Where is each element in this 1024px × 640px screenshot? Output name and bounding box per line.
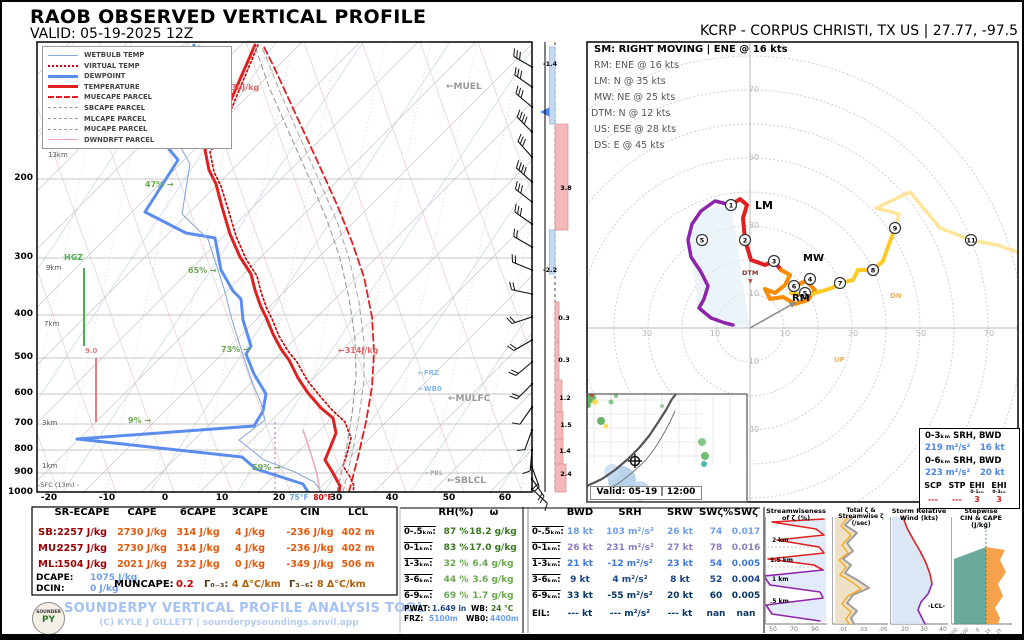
virtual-temp (209, 44, 355, 492)
svg-text:10: 10 (780, 329, 790, 338)
svg-text:20: 20 (901, 626, 909, 633)
height-marker (724, 198, 738, 212)
svg-text:2.4: 2.4 (560, 470, 572, 478)
temperature (203, 43, 342, 492)
svg-text:30: 30 (920, 626, 928, 633)
svg-text:30: 30 (749, 425, 759, 434)
svg-text:9: 9 (893, 224, 898, 232)
dwndrft-parcel (302, 429, 321, 492)
height-marker (787, 279, 801, 293)
svg-text:30: 30 (848, 329, 858, 338)
svg-text:6: 6 (792, 282, 797, 290)
svg-text:0: 0 (975, 627, 981, 633)
frames (31, 41, 1019, 633)
svg-text:8: 8 (871, 266, 876, 274)
svg-text:4: 4 (808, 275, 813, 283)
svg-text:50: 50 (916, 329, 926, 338)
sounderpy-logo: SOUNDER PY (32, 602, 65, 635)
svg-text:-100: -100 (958, 627, 970, 639)
svg-text:1.2: 1.2 (559, 394, 571, 402)
svg-text:5: 5 (803, 289, 808, 297)
height-marker (803, 272, 817, 286)
omega-strip: -1.4 3.8 -2.2 0.3 0.3 1.2 1.5 1.4 2.4 (543, 42, 572, 493)
mlcape-parcel (252, 44, 357, 492)
9km-up-pale (874, 190, 1018, 254)
logo-text-bottom: PY (41, 614, 56, 625)
svg-text:0.3: 0.3 (558, 356, 570, 364)
svg-text:1: 1 (729, 201, 734, 209)
svg-text:-200: -200 (947, 627, 959, 639)
height-marker (695, 233, 709, 247)
svg-text:70: 70 (749, 85, 759, 94)
muecape-parcel (262, 44, 375, 492)
svg-text:-1.4: -1.4 (543, 60, 558, 68)
svg-text:10: 10 (749, 357, 759, 366)
svg-text:1k: 1k (984, 627, 993, 636)
height-marker (866, 263, 880, 277)
svg-text:70: 70 (790, 626, 798, 633)
svg-text:.03: .03 (859, 627, 868, 633)
height-marker (888, 221, 902, 235)
svg-text:10: 10 (749, 289, 759, 298)
svg-text:50: 50 (749, 153, 759, 162)
svg-text:50: 50 (769, 626, 777, 633)
svg-text:2: 2 (743, 236, 748, 244)
svg-text:-2.2: -2.2 (543, 266, 557, 274)
svg-text:10: 10 (710, 329, 720, 338)
skewt-traces (75, 43, 375, 492)
svg-text:.05: .05 (879, 627, 888, 633)
inset-radar-map (587, 394, 747, 502)
6-9km-gold (789, 226, 897, 298)
svg-text:3.8: 3.8 (560, 184, 572, 192)
svg-text:2k: 2k (995, 627, 1004, 636)
svg-text:30: 30 (642, 329, 652, 338)
height-marker (833, 276, 847, 290)
dewpoint (75, 43, 310, 492)
svg-text:11: 11 (966, 236, 976, 244)
logo-text-top: SOUNDER (36, 610, 61, 615)
height-marker (767, 254, 781, 268)
svg-text:30: 30 (749, 221, 759, 230)
skewt-background-grid (37, 42, 532, 492)
svg-text:0.3: 0.3 (558, 314, 570, 322)
figure-bottom-border (2, 634, 1022, 638)
svg-text:.01: .01 (839, 627, 848, 633)
svg-text:3: 3 (772, 257, 777, 265)
svg-text:1.5: 1.5 (560, 421, 572, 429)
svg-text:90: 90 (811, 626, 819, 633)
svg-text:7: 7 (838, 279, 843, 287)
svg-text:70: 70 (984, 329, 994, 338)
height-marker (798, 286, 812, 300)
svg-text:40: 40 (939, 626, 947, 633)
svg-text:1.4: 1.4 (559, 447, 571, 455)
svg-text:5: 5 (700, 236, 705, 244)
height-marker (738, 233, 752, 247)
sbcape-parcel (260, 44, 365, 492)
sfc-1km-purple (686, 199, 735, 327)
height-marker (964, 233, 978, 247)
